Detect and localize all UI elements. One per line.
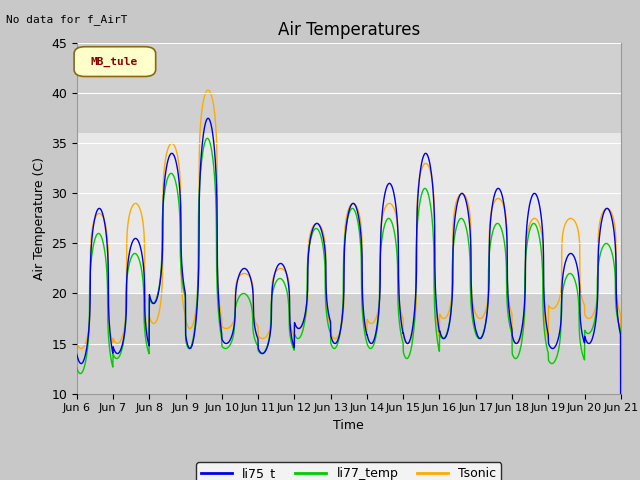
Bar (77, 293, 621, 394)
li75_t (507, 322, 515, 327)
Tsonic (584, 315, 592, 321)
li77_temp (204, 135, 211, 141)
Text: No data for f_AirT: No data for f_AirT (6, 14, 128, 25)
li77_temp (225, 344, 232, 349)
li77_temp (73, 365, 81, 371)
Y-axis label: Air Temperature (C): Air Temperature (C) (33, 157, 45, 280)
Tsonic (507, 308, 515, 314)
li75_t (204, 115, 212, 121)
li77_temp (507, 328, 515, 334)
li75_t (584, 340, 592, 346)
Tsonic (365, 319, 372, 324)
Tsonic (376, 240, 384, 246)
Legend: li75_t, li77_temp, Tsonic: li75_t, li77_temp, Tsonic (196, 462, 502, 480)
Tsonic (225, 325, 232, 331)
Title: Air Temperatures: Air Temperatures (278, 21, 420, 39)
li77_temp (365, 344, 372, 350)
li77_temp (584, 331, 592, 336)
li75_t (376, 247, 384, 252)
li77_temp (569, 273, 577, 279)
Tsonic (569, 216, 577, 222)
li75_t (73, 351, 81, 357)
li75_t (365, 337, 372, 343)
Line: li75_t: li75_t (77, 118, 621, 480)
Text: MB_tule: MB_tule (90, 56, 138, 67)
FancyBboxPatch shape (74, 47, 156, 76)
li75_t (225, 339, 232, 345)
li75_t (569, 252, 577, 258)
li77_temp (376, 251, 384, 257)
Tsonic (204, 87, 212, 93)
X-axis label: Time: Time (333, 419, 364, 432)
Tsonic (73, 340, 81, 346)
Line: li77_temp: li77_temp (77, 138, 621, 480)
Line: Tsonic: Tsonic (77, 90, 621, 480)
Bar (77, 43, 621, 133)
